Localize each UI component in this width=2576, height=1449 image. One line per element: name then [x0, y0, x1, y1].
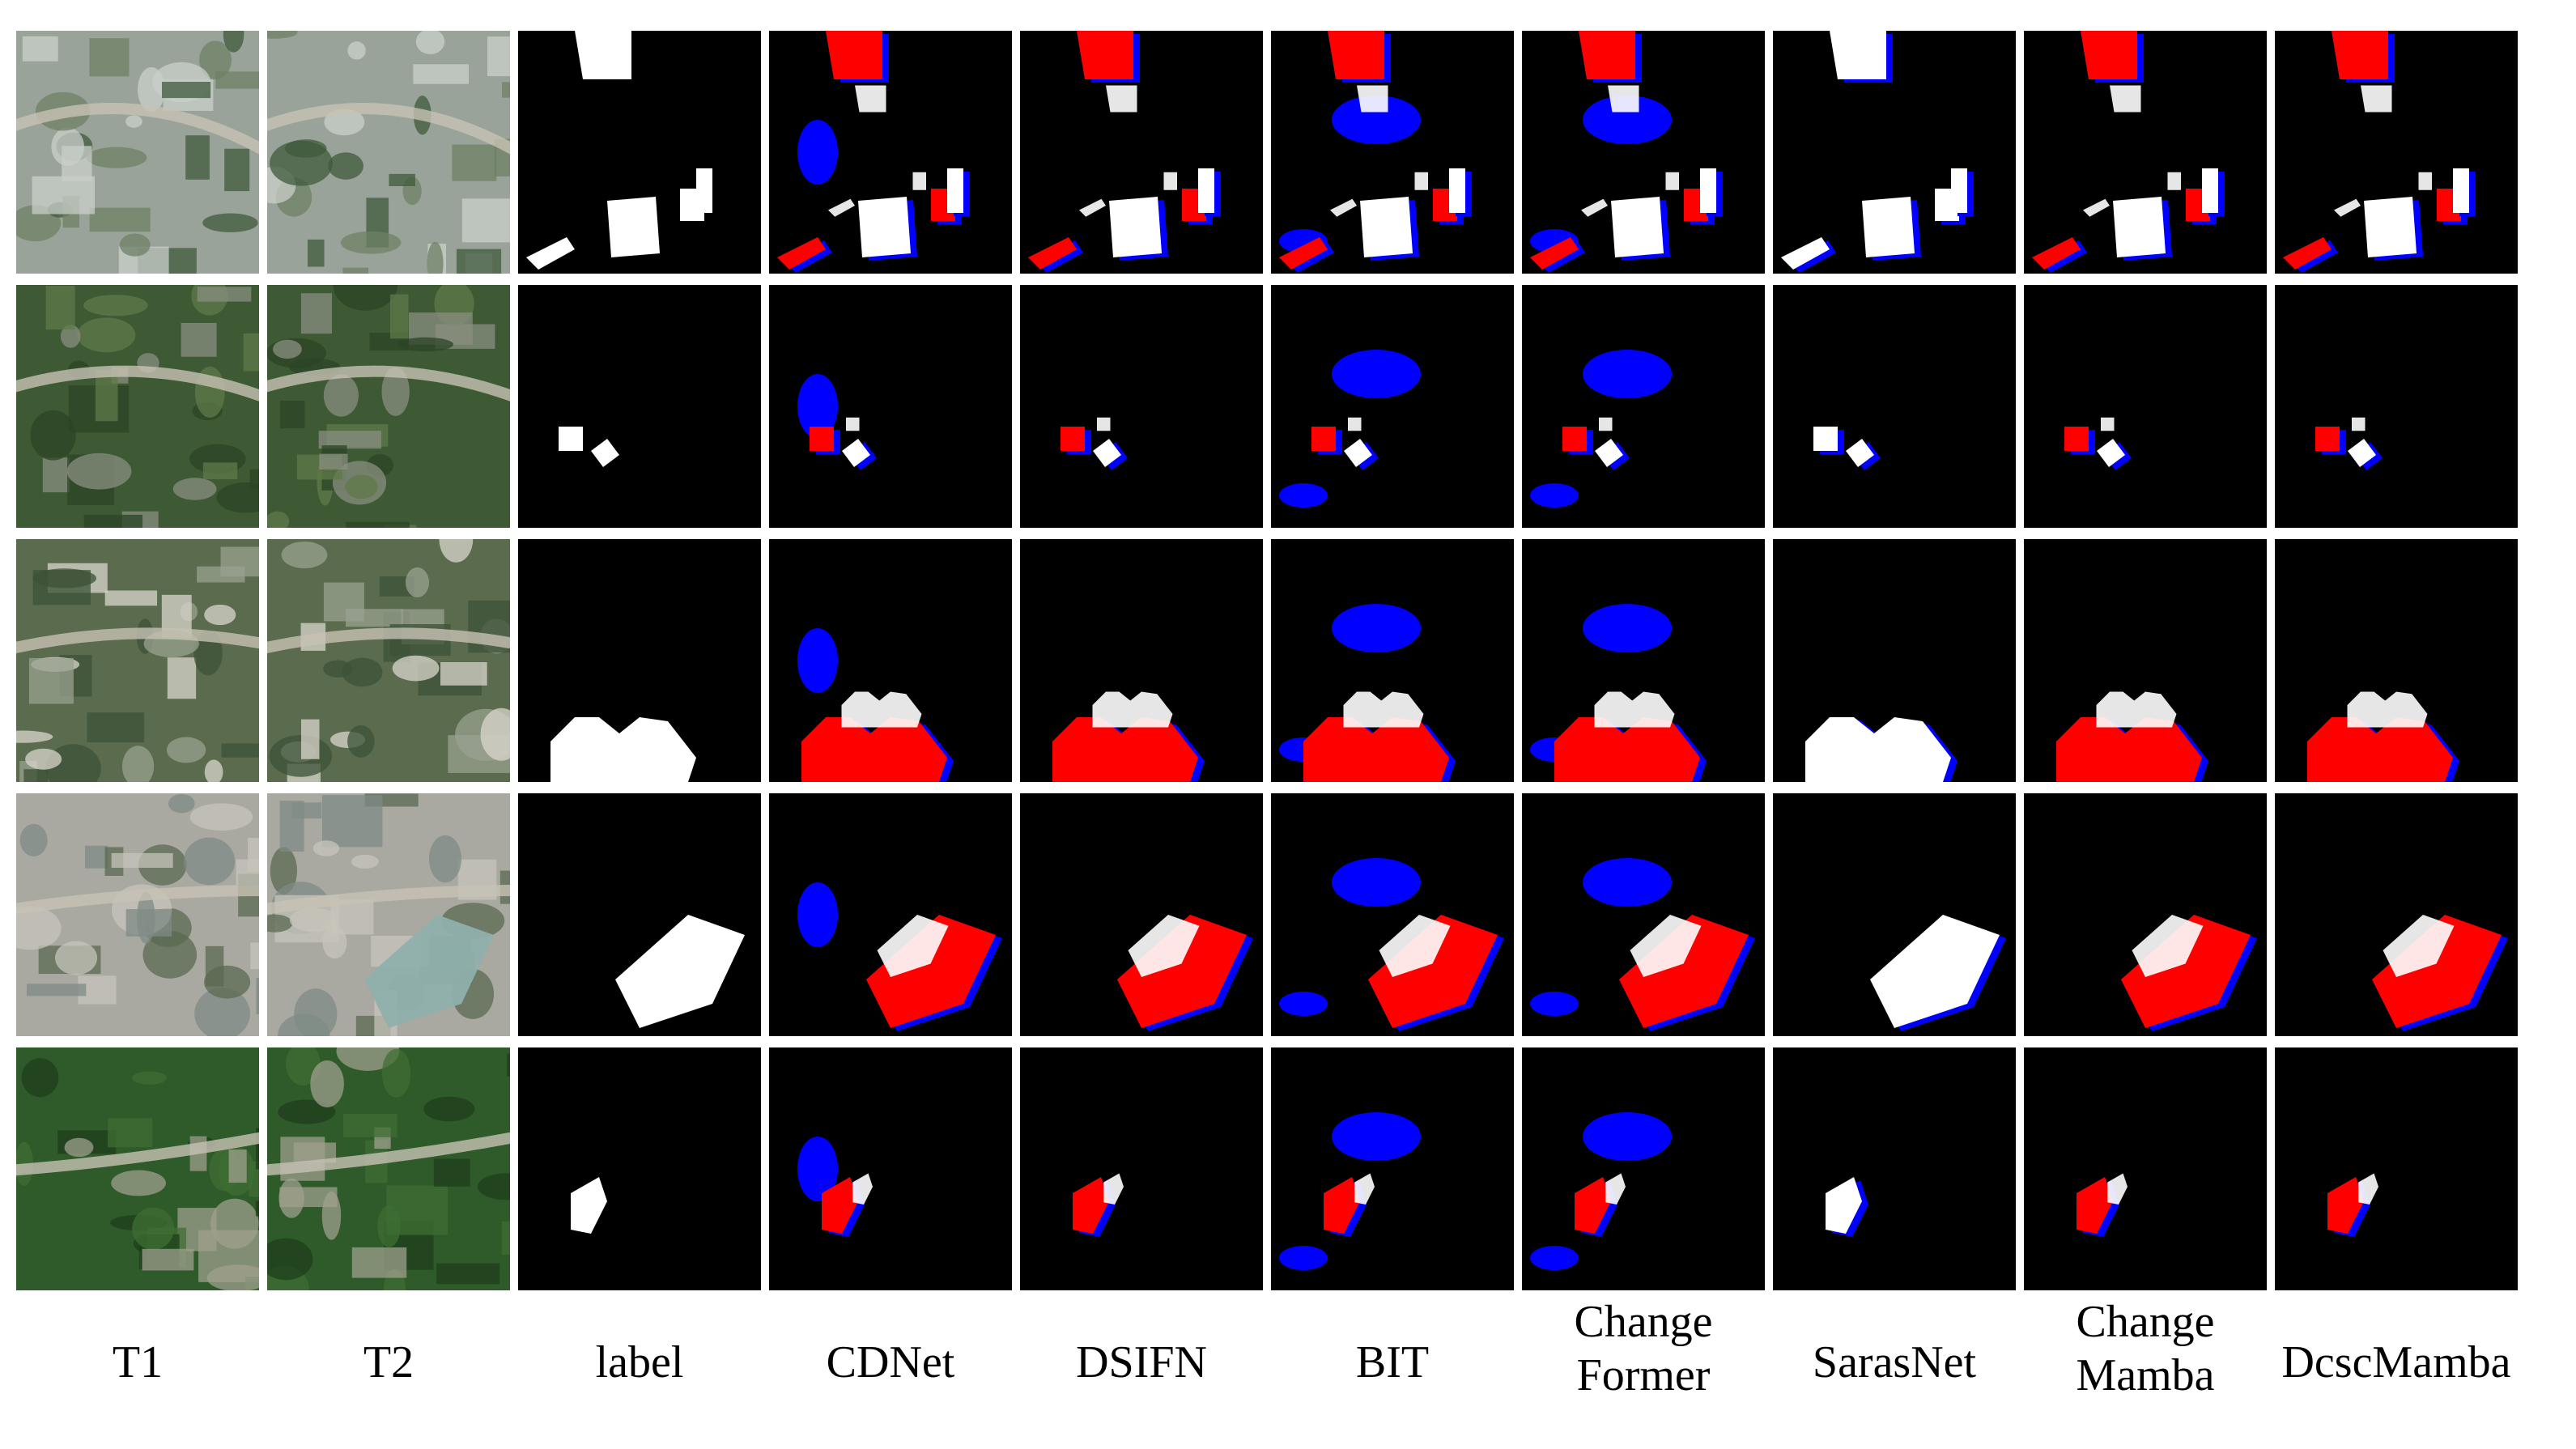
t1-image-row-5 [16, 1047, 259, 1290]
column-label-sarasnet: SarasNet [1773, 1336, 2016, 1389]
sarasnet-image-row-4 [1773, 793, 2016, 1036]
cdnet-image-row-1 [769, 31, 1012, 274]
column-label-label: label [518, 1336, 761, 1389]
dcscmamba-image-row-1 [2275, 31, 2518, 274]
column-label-dcscmamba: DcscMamba [2275, 1336, 2518, 1389]
cdnet-image-row-4 [769, 793, 1012, 1036]
bit-image-row-1 [1271, 31, 1514, 274]
column-label-cdnet-line-1: CDNet [826, 1337, 955, 1387]
label-image-row-5 [518, 1047, 761, 1290]
column-label-changeformer-line-1: Change [1574, 1297, 1713, 1347]
column-label-label-line-1: label [595, 1337, 684, 1387]
t1-image-row-1 [16, 31, 259, 274]
sarasnet-image-row-1 [1773, 31, 2016, 274]
sarasnet-image-row-2 [1773, 285, 2016, 528]
dsifn-image-row-1 [1020, 31, 1263, 274]
cdnet-image-row-5 [769, 1047, 1012, 1290]
changeformer-image-row-5 [1522, 1047, 1765, 1290]
changemamba-image-row-2 [2024, 285, 2267, 528]
column-label-sarasnet-line-1: SarasNet [1812, 1337, 1977, 1387]
changeformer-image-row-1 [1522, 31, 1765, 274]
dcscmamba-image-row-2 [2275, 285, 2518, 528]
changemamba-image-row-5 [2024, 1047, 2267, 1290]
column-label-changemamba-line-2: Mamba [2076, 1350, 2215, 1400]
dsifn-image-row-2 [1020, 285, 1263, 528]
label-image-row-3 [518, 539, 761, 782]
dcscmamba-image-row-4 [2275, 793, 2518, 1036]
t2-image-row-2 [267, 285, 510, 528]
label-image-row-1 [518, 31, 761, 274]
changemamba-image-row-3 [2024, 539, 2267, 782]
t1-image-row-3 [16, 539, 259, 782]
bit-image-row-2 [1271, 285, 1514, 528]
dsifn-image-row-4 [1020, 793, 1263, 1036]
sarasnet-image-row-5 [1773, 1047, 2016, 1290]
changeformer-image-row-3 [1522, 539, 1765, 782]
column-label-changemamba-line-1: Change [2076, 1297, 2215, 1347]
column-label-dcscmamba-line-1: DcscMamba [2281, 1337, 2511, 1387]
t1-image-row-4 [16, 793, 259, 1036]
column-label-changeformer: Change Former [1522, 1295, 1765, 1402]
column-label-dsifn-line-1: DSIFN [1076, 1337, 1207, 1387]
column-label-t1: T1 [16, 1336, 259, 1389]
bit-image-row-4 [1271, 793, 1514, 1036]
t2-image-row-5 [267, 1047, 510, 1290]
dsifn-image-row-5 [1020, 1047, 1263, 1290]
column-label-changemamba: Change Mamba [2024, 1295, 2267, 1402]
dsifn-image-row-3 [1020, 539, 1263, 782]
column-label-changeformer-line-2: Former [1576, 1350, 1711, 1400]
t2-image-row-3 [267, 539, 510, 782]
column-label-t1-line-1: T1 [112, 1337, 164, 1387]
column-label-bit: BIT [1271, 1336, 1514, 1389]
bit-image-row-5 [1271, 1047, 1514, 1290]
changemamba-image-row-1 [2024, 31, 2267, 274]
label-image-row-2 [518, 285, 761, 528]
cdnet-image-row-3 [769, 539, 1012, 782]
cdnet-image-row-2 [769, 285, 1012, 528]
sarasnet-image-row-3 [1773, 539, 2016, 782]
changeformer-image-row-4 [1522, 793, 1765, 1036]
changemamba-image-row-4 [2024, 793, 2267, 1036]
column-label-dsifn: DSIFN [1020, 1336, 1263, 1389]
label-image-row-4 [518, 793, 761, 1036]
bit-image-row-3 [1271, 539, 1514, 782]
column-label-t2: T2 [267, 1336, 510, 1389]
dcscmamba-image-row-5 [2275, 1047, 2518, 1290]
changeformer-image-row-2 [1522, 285, 1765, 528]
column-label-t2-line-1: T2 [363, 1337, 414, 1387]
t2-image-row-4 [267, 793, 510, 1036]
t2-image-row-1 [267, 31, 510, 274]
dcscmamba-image-row-3 [2275, 539, 2518, 782]
column-label-bit-line-1: BIT [1355, 1337, 1430, 1387]
t1-image-row-2 [16, 285, 259, 528]
column-label-cdnet: CDNet [769, 1336, 1012, 1389]
